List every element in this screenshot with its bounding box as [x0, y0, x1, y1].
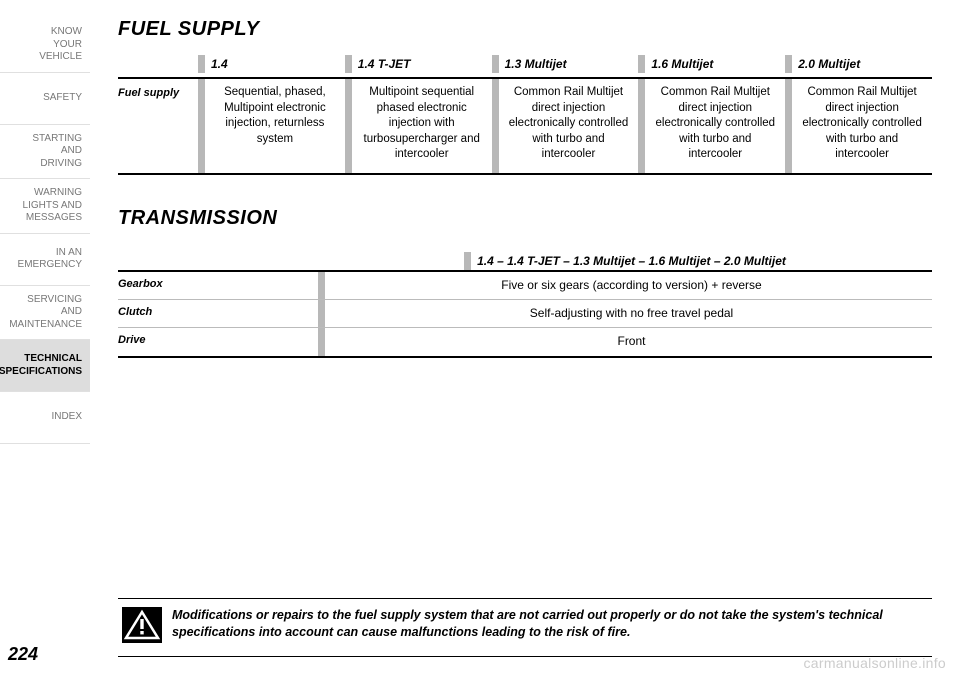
fuel-cell-text-4: Common Rail Multijet direct injection el… — [796, 79, 932, 173]
fuel-col-header-0: 1.4 — [198, 55, 345, 73]
grey-bar-icon — [318, 328, 325, 356]
trans-row-clutch: Clutch Self-adjusting with no free trave… — [118, 300, 932, 328]
fuel-cell-1: Multipoint sequential phased electronic … — [345, 79, 492, 173]
fuel-cell-text-0: Sequential, phased, Multipoint electroni… — [209, 79, 345, 173]
fuel-col-header-2: 1.3 Multijet — [492, 55, 639, 73]
fuel-cell-text-1: Multipoint sequential phased electronic … — [356, 79, 492, 173]
grey-bar-icon — [318, 300, 325, 327]
trans-header-row: 1.4 – 1.4 T-JET – 1.3 Multijet – 1.6 Mul… — [118, 252, 932, 270]
grey-bar-icon — [638, 55, 645, 73]
trans-row-gearbox: Gearbox Five or six gears (according to … — [118, 272, 932, 300]
grey-bar-icon — [464, 252, 471, 270]
fuel-supply-title: FUEL SUPPLY — [118, 18, 932, 41]
warning-box: Modifications or repairs to the fuel sup… — [118, 598, 932, 657]
trans-cell-text-drive: Front — [331, 328, 932, 356]
grey-bar-icon — [785, 79, 792, 173]
fuel-col-header-1: 1.4 T-JET — [345, 55, 492, 73]
fuel-supply-table: 1.4 1.4 T-JET 1.3 Multijet 1.6 Multijet … — [118, 55, 932, 175]
fuel-row-label: Fuel supply — [118, 79, 198, 173]
grey-bar-icon — [492, 79, 499, 173]
fuel-cell-2: Common Rail Multijet direct injection el… — [492, 79, 639, 173]
fuel-cell-text-2: Common Rail Multijet direct injection el… — [503, 79, 639, 173]
watermark-text: carmanualsonline.info — [804, 655, 947, 671]
trans-row-drive: Drive Front — [118, 328, 932, 356]
sidebar-item-safety[interactable]: SAFETY — [0, 73, 90, 125]
main-content: FUEL SUPPLY 1.4 1.4 T-JET 1.3 Multijet — [90, 0, 960, 677]
trans-cell-gearbox: Five or six gears (according to version)… — [318, 272, 932, 299]
fuel-cell-3: Common Rail Multijet direct injection el… — [638, 79, 785, 173]
transmission-table: 1.4 – 1.4 T-JET – 1.3 Multijet – 1.6 Mul… — [118, 252, 932, 358]
fuel-header-row: 1.4 1.4 T-JET 1.3 Multijet 1.6 Multijet … — [118, 55, 932, 73]
grey-bar-icon — [198, 55, 205, 73]
warning-text: Modifications or repairs to the fuel sup… — [172, 607, 928, 641]
trans-body: Gearbox Five or six gears (according to … — [118, 270, 932, 358]
sidebar-nav: KNOWYOURVEHICLE SAFETY STARTINGANDDRIVIN… — [0, 0, 90, 677]
grey-bar-icon — [638, 79, 645, 173]
sidebar-item-know-vehicle[interactable]: KNOWYOURVEHICLE — [0, 18, 90, 73]
grey-bar-icon — [785, 55, 792, 73]
page-root: KNOWYOURVEHICLE SAFETY STARTINGANDDRIVIN… — [0, 0, 960, 677]
sidebar-item-technical-specs[interactable]: TECHNICALSPECIFICATIONS — [0, 340, 90, 392]
fuel-cell-0: Sequential, phased, Multipoint electroni… — [198, 79, 345, 173]
trans-row-label-drive: Drive — [118, 328, 318, 356]
trans-cell-text-clutch: Self-adjusting with no free travel pedal — [331, 300, 932, 327]
sidebar-item-index[interactable]: INDEX — [0, 392, 90, 444]
fuel-cell-text-3: Common Rail Multijet direct injection el… — [649, 79, 785, 173]
warning-triangle-icon — [122, 607, 162, 648]
fuel-header-text-3: 1.6 Multijet — [651, 57, 713, 71]
trans-header-spacer — [118, 252, 318, 270]
trans-row-label-gearbox: Gearbox — [118, 272, 318, 299]
grey-bar-icon — [345, 55, 352, 73]
fuel-header-text-0: 1.4 — [211, 57, 228, 71]
page-number: 224 — [0, 636, 90, 677]
fuel-header-text-1: 1.4 T-JET — [358, 57, 411, 71]
grey-bar-icon — [492, 55, 499, 73]
grey-bar-icon — [345, 79, 352, 173]
sidebar-item-starting-driving[interactable]: STARTINGANDDRIVING — [0, 125, 90, 180]
fuel-cell-4: Common Rail Multijet direct injection el… — [785, 79, 932, 173]
trans-row-label-clutch: Clutch — [118, 300, 318, 327]
trans-header: 1.4 – 1.4 T-JET – 1.3 Multijet – 1.6 Mul… — [318, 252, 932, 270]
trans-cell-clutch: Self-adjusting with no free travel pedal — [318, 300, 932, 327]
transmission-title: TRANSMISSION — [118, 207, 932, 230]
grey-bar-icon — [318, 272, 325, 299]
fuel-col-header-4: 2.0 Multijet — [785, 55, 932, 73]
fuel-header-text-4: 2.0 Multijet — [798, 57, 860, 71]
grey-bar-icon — [198, 79, 205, 173]
sidebar-item-emergency[interactable]: IN ANEMERGENCY — [0, 234, 90, 286]
trans-cell-drive: Front — [318, 328, 932, 356]
fuel-col-header-3: 1.6 Multijet — [638, 55, 785, 73]
trans-cell-text-gearbox: Five or six gears (according to version)… — [331, 272, 932, 299]
fuel-body-row: Fuel supply Sequential, phased, Multipoi… — [118, 79, 932, 175]
sidebar-item-warning-lights[interactable]: WARNINGLIGHTS ANDMESSAGES — [0, 179, 90, 234]
sidebar-item-servicing[interactable]: SERVICINGANDMAINTENANCE — [0, 286, 90, 341]
fuel-header-text-2: 1.3 Multijet — [505, 57, 567, 71]
trans-header-text: 1.4 – 1.4 T-JET – 1.3 Multijet – 1.6 Mul… — [477, 254, 786, 268]
